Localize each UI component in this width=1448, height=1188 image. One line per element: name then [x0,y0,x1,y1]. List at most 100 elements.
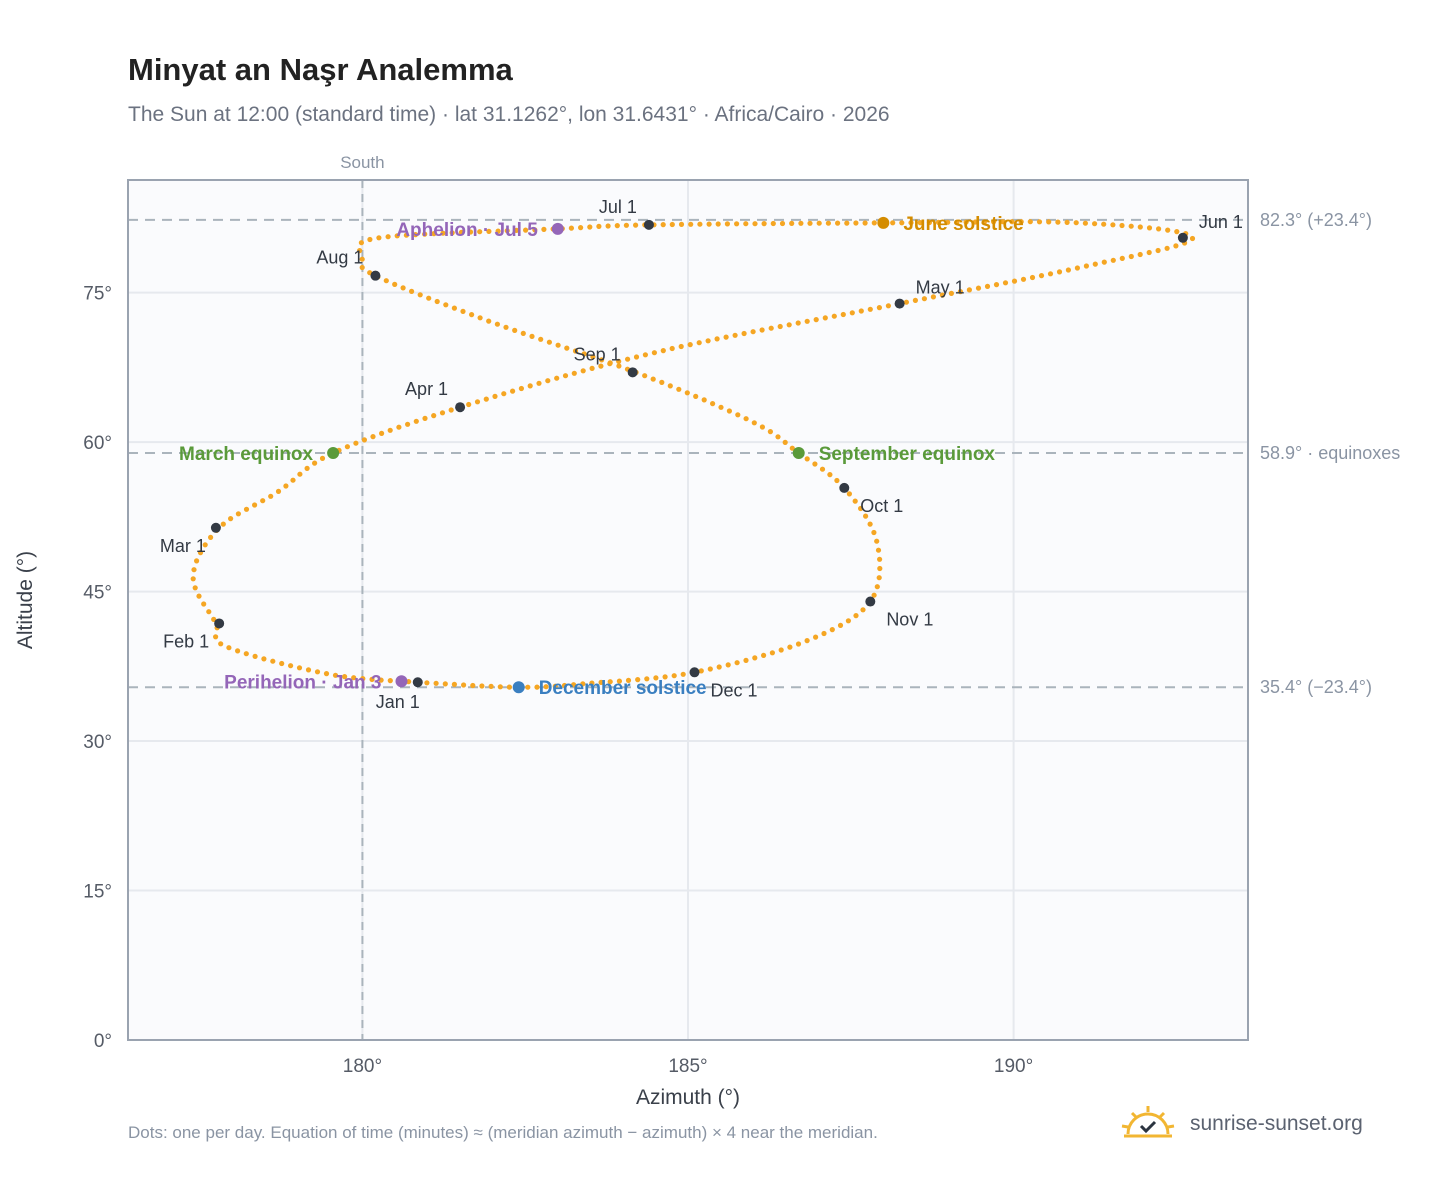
daily-sun-dot [718,404,724,410]
daily-sun-dot [732,332,738,338]
daily-sun-dot [1146,249,1152,256]
reference-line-label: 35.4° (−23.4°) [1260,677,1372,697]
daily-sun-dot [877,565,883,572]
daily-sun-dot [358,240,364,246]
reference-line-label: 82.3° (+23.4°) [1260,210,1372,230]
daily-sun-dot [387,678,393,684]
daily-sun-dot [804,456,810,462]
daily-sun-dot [705,338,711,344]
axis-ticks: 0° 15° 30° 45° 60° 75° 180° 185° 190° [83,284,1033,1077]
daily-sun-dot [422,415,428,421]
daily-sun-dot [581,351,587,357]
month-markers: Jan 1 Feb 1 Mar 1 Apr 1 May 1 Jun 1 Jul 1 Aug 1… [160,197,1243,712]
month-marker [455,402,466,413]
daily-sun-dot [409,288,415,294]
daily-sun-dot [1020,276,1027,282]
daily-sun-dot [440,230,446,236]
daily-sun-dot [449,230,455,236]
daily-sun-dot [589,365,595,371]
daily-sun-dot [191,567,197,573]
daily-sun-dot [492,393,498,399]
daily-sun-dot [252,653,258,660]
daily-sun-dot [1002,280,1009,286]
daily-sun-dot [518,385,525,392]
daily-sun-dot [876,305,883,311]
event-marker [512,681,525,694]
month-marker [370,270,381,281]
daily-sun-dot [724,221,731,227]
daily-sun-dot [667,383,673,389]
daily-sun-dot [359,264,365,271]
daily-sun-dot [555,342,561,348]
daily-sun-dot [863,513,869,519]
daily-sun-dot [412,232,419,238]
daily-sun-dot [546,339,553,345]
daily-sun-dot [853,220,859,226]
daily-sun-dot [587,224,593,230]
daily-sun-dot [1018,219,1024,225]
daily-sun-dot [529,333,535,339]
daily-sun-dot [202,542,208,548]
daily-sun-dot [503,324,509,330]
daily-sun-dot [405,421,411,427]
daily-sun-dot [660,222,666,228]
daily-sun-dot [653,675,659,681]
daily-sun-dot [206,609,212,615]
daily-sun-dot [876,575,882,581]
daily-sun-dot [536,380,542,386]
daily-sun-dot [486,228,492,234]
month-label: Jan 1 [376,692,420,712]
daily-sun-dot [759,424,766,430]
daily-sun-dot [768,325,774,331]
daily-sun-dot [422,231,428,237]
month-marker [839,482,850,493]
brand-logo[interactable]: sunrise-sunset.org [1120,1102,1390,1146]
daily-sun-dot [991,219,997,225]
daily-sun-dot [867,521,873,527]
daily-sun-dot [1000,219,1006,225]
daily-sun-dot [433,680,439,686]
daily-sun-dot [644,676,650,682]
daily-sun-dot [726,408,733,414]
daily-sun-dot [1128,253,1134,260]
south-label: South [340,153,384,172]
daily-sun-dot [541,226,547,232]
daily-sun-dot [770,220,776,227]
daily-sun-dot [1156,226,1162,232]
daily-sun-dot [1092,261,1098,267]
x-axis-label: Azimuth (°) [636,1086,740,1109]
footnote: Dots: one per day. Equation of time (min… [128,1123,878,1142]
daily-sun-dot [477,315,483,321]
month-marker [1177,232,1188,243]
daily-sun-dot [807,220,813,226]
daily-sun-dot [443,302,449,308]
daily-sun-dot [871,220,877,226]
daily-sun-dot [835,220,841,226]
daily-sun-dot [972,219,978,225]
daily-sun-dot [871,529,877,536]
daily-sun-dot [1128,223,1134,229]
x-tick-label: 185° [668,1056,707,1077]
daily-sun-dot [966,287,973,293]
daily-sun-dot [564,345,570,351]
month-label: Feb 1 [163,631,209,651]
daily-sun-dot [370,434,376,440]
daily-sun-dot [434,298,440,305]
daily-sun-dot [734,221,740,227]
daily-sun-dot [625,356,631,362]
event-label: September equinox [819,444,996,465]
daily-sun-dot [693,393,699,399]
month-label: Aug 1 [316,248,363,268]
daily-sun-dot [344,444,350,450]
month-label: Dec 1 [711,680,758,700]
daily-sun-dot [488,683,494,690]
daily-sun-dot [571,370,577,376]
daily-sun-dot [697,221,703,227]
analemma-path [190,219,1196,690]
daily-sun-dot [1038,273,1045,279]
daily-sun-dot [378,677,384,683]
daily-sun-dot [813,317,819,323]
daily-sun-dot [623,222,630,228]
month-marker [627,367,638,378]
